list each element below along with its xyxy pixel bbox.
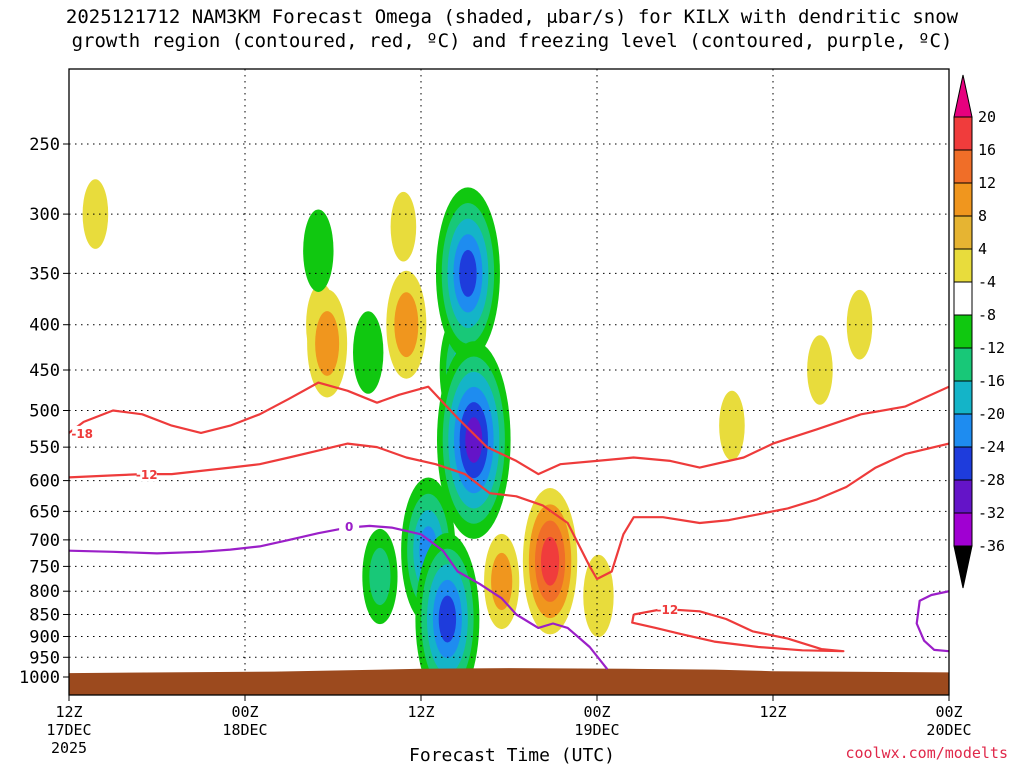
colorbar-box-5 bbox=[953, 281, 973, 316]
colorbar-label-9: -20 bbox=[978, 405, 1005, 423]
omega-region-6-level-0 bbox=[353, 311, 384, 394]
dgz-contour-0 bbox=[69, 381, 949, 476]
y-tick-label-800: 800 bbox=[29, 582, 60, 602]
colorbar-box-6 bbox=[953, 314, 973, 349]
dgz-contour-1-label-bg bbox=[136, 467, 157, 482]
omega-region-17-level-0 bbox=[719, 390, 745, 461]
colorbar-label-12: -32 bbox=[978, 504, 1005, 522]
omega-region-4-level-0 bbox=[390, 191, 417, 262]
freezing-level-contour-0-label-bg bbox=[339, 518, 360, 533]
omega-region-0-level-0 bbox=[82, 179, 109, 249]
y-tick-label-550: 550 bbox=[29, 438, 60, 458]
omega-region-18-level-0 bbox=[846, 289, 873, 360]
colorbar-under-triangle bbox=[953, 545, 973, 589]
y-tick-label-300: 300 bbox=[29, 205, 60, 225]
y-tick-label-950: 950 bbox=[29, 648, 60, 668]
x-tick-label-0-2: 2025 bbox=[51, 739, 87, 757]
colorbar-label-3: 8 bbox=[978, 207, 987, 225]
omega-region-13-level-3 bbox=[540, 536, 560, 586]
x-tick-label-24-0: 12Z bbox=[407, 703, 434, 721]
terrain bbox=[69, 668, 949, 695]
y-tick-label-450: 450 bbox=[29, 361, 60, 381]
colorbar-box-1 bbox=[953, 149, 973, 184]
colorbar-label-4: 4 bbox=[978, 240, 987, 258]
omega-region-2-level-1 bbox=[315, 311, 340, 376]
colorbar-label-0: 20 bbox=[978, 108, 996, 126]
y-tick-label-750: 750 bbox=[29, 557, 60, 577]
y-tick-label-600: 600 bbox=[29, 472, 60, 492]
dgz-contour-0-label: -18 bbox=[71, 427, 93, 441]
colorbar-label-1: 16 bbox=[978, 141, 996, 159]
chart-title-line2: growth region (contoured, red, ºC) and f… bbox=[71, 30, 953, 52]
y-tick-label-650: 650 bbox=[29, 502, 60, 522]
colorbar-box-7 bbox=[953, 347, 973, 382]
y-tick-label-250: 250 bbox=[29, 135, 60, 155]
dgz-contour-1 bbox=[69, 442, 949, 581]
colorbar-box-2 bbox=[953, 182, 973, 217]
dgz-contour-2-label: -12 bbox=[657, 603, 679, 617]
colorbar-label-7: -12 bbox=[978, 339, 1005, 357]
freezing-level-contour-1 bbox=[915, 590, 949, 653]
x-tick-label-60-0: 00Z bbox=[935, 703, 962, 721]
y-tick-label-850: 850 bbox=[29, 606, 60, 626]
x-tick-label-36-1: 19DEC bbox=[574, 721, 619, 739]
colorbar-box-0 bbox=[953, 116, 973, 151]
omega-shading bbox=[82, 179, 873, 695]
colorbar-label-5: -4 bbox=[978, 273, 996, 291]
credit-link[interactable]: coolwx.com/modelts bbox=[845, 744, 1008, 762]
plot-frame bbox=[68, 68, 950, 696]
omega-region-5-level-0 bbox=[303, 209, 334, 292]
colorbar-label-11: -28 bbox=[978, 471, 1005, 489]
colorbar-box-3 bbox=[953, 215, 973, 250]
colorbar-label-6: -8 bbox=[978, 306, 996, 324]
contours bbox=[69, 381, 949, 670]
omega-region-8-level-4 bbox=[459, 249, 477, 297]
colorbar-label-2: 12 bbox=[978, 174, 996, 192]
chart-title-line1: 2025121712 NAM3KM Forecast Omega (shaded… bbox=[65, 6, 959, 28]
omega-region-14-level-1 bbox=[491, 552, 513, 611]
x-tick-label-12-1: 18DEC bbox=[222, 721, 267, 739]
colorbar-box-10 bbox=[953, 446, 973, 481]
dgz-contour-0-label-bg bbox=[72, 425, 93, 440]
dgz-contour-1-label: -12 bbox=[136, 468, 158, 482]
colorbar-over-triangle bbox=[953, 74, 973, 118]
x-axis-title: Forecast Time (UTC) bbox=[409, 745, 615, 766]
contour-labels: -18 -12 -12 0 bbox=[71, 425, 679, 617]
y-tick-label-1000: 1000 bbox=[19, 668, 60, 688]
dgz-contour-2 bbox=[631, 607, 845, 653]
omega-region-12-level-4 bbox=[438, 595, 457, 643]
y-axis: 2503003504004505005506006507007508008509… bbox=[19, 135, 69, 688]
colorbar-label-8: -16 bbox=[978, 372, 1005, 390]
x-tick-label-60-1: 20DEC bbox=[926, 721, 971, 739]
pressure-gridlines bbox=[69, 69, 949, 695]
x-tick-label-0-0: 12Z bbox=[55, 703, 82, 721]
terrain-fill bbox=[69, 668, 949, 695]
colorbar-box-11 bbox=[953, 479, 973, 514]
freezing-level-contour-0 bbox=[69, 524, 609, 670]
y-tick-label-500: 500 bbox=[29, 402, 60, 422]
x-tick-label-48-0: 12Z bbox=[759, 703, 786, 721]
y-tick-label-350: 350 bbox=[29, 264, 60, 284]
colorbar: 20 16 12 8 4 -4 -8 -12 -16 -20 -24 -28 -32 -36 bbox=[953, 74, 1005, 589]
y-tick-label-400: 400 bbox=[29, 316, 60, 336]
colorbar-box-8 bbox=[953, 380, 973, 415]
colorbar-box-12 bbox=[953, 512, 973, 547]
colorbar-label-13: -36 bbox=[978, 537, 1005, 555]
colorbar-label-10: -24 bbox=[978, 438, 1005, 456]
x-tick-label-0-1: 17DEC bbox=[46, 721, 91, 739]
omega-region-15-level-0 bbox=[583, 554, 614, 638]
freezing-level-contour-0-label: 0 bbox=[345, 520, 353, 534]
y-tick-label-700: 700 bbox=[29, 531, 60, 551]
omega-region-10-level-1 bbox=[369, 547, 391, 606]
colorbar-box-4 bbox=[953, 248, 973, 283]
colorbar-box-9 bbox=[953, 413, 973, 448]
x-tick-label-36-0: 00Z bbox=[583, 703, 610, 721]
y-tick-label-900: 900 bbox=[29, 627, 60, 647]
x-tick-label-12-0: 00Z bbox=[231, 703, 258, 721]
dgz-contour-2-label-bg bbox=[657, 602, 678, 617]
